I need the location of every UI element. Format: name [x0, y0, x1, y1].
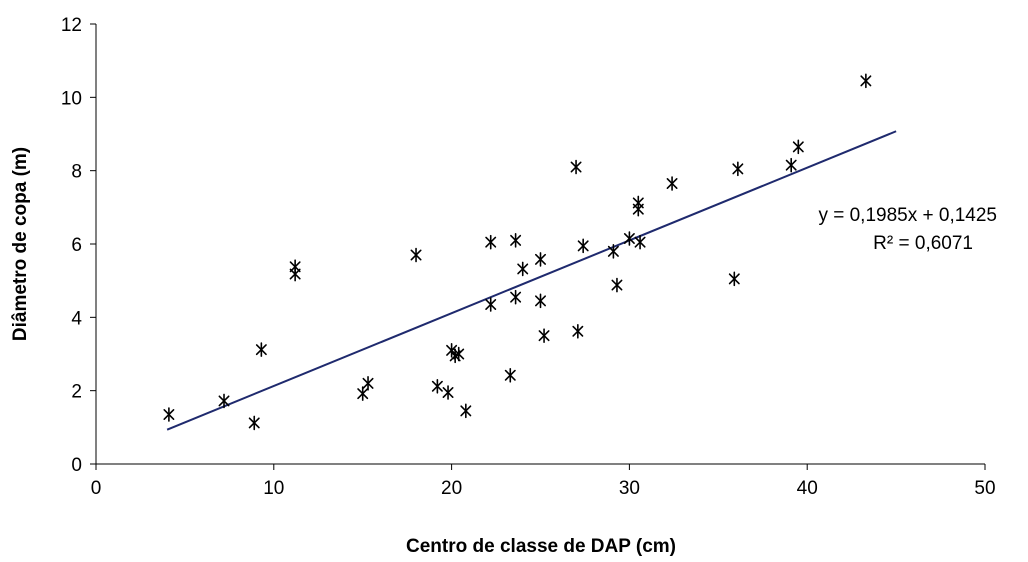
- data-point: [163, 407, 175, 422]
- data-point: [792, 139, 804, 155]
- x-tick-label: 10: [263, 478, 284, 499]
- y-tick-label: 6: [71, 235, 82, 256]
- data-point: [538, 328, 550, 343]
- data-point: [485, 297, 497, 312]
- y-ticks: 0 2 4 6 8 10 12: [61, 15, 96, 476]
- data-point: [577, 238, 589, 254]
- data-point: [362, 376, 374, 391]
- y-tick-label: 4: [71, 308, 82, 329]
- data-point: [453, 346, 465, 362]
- data-point: [485, 234, 497, 250]
- y-axis-title: Diâmetro de copa (m): [10, 147, 31, 341]
- data-point: [510, 289, 522, 305]
- data-point: [632, 201, 644, 217]
- x-tick-label: 30: [619, 478, 640, 499]
- data-points: [163, 73, 872, 431]
- data-point: [357, 386, 369, 401]
- data-point: [623, 231, 635, 246]
- data-point: [248, 415, 260, 431]
- data-point: [728, 271, 740, 287]
- data-point: [732, 161, 744, 177]
- y-tick-label: 8: [71, 162, 82, 183]
- x-tick-label: 0: [91, 478, 102, 499]
- y-tick-label: 0: [71, 455, 82, 476]
- y-tick-label: 2: [71, 382, 82, 403]
- y-tick-label: 12: [61, 15, 82, 36]
- x-tick-label: 40: [797, 478, 818, 499]
- data-point: [535, 252, 546, 267]
- data-point: [785, 157, 797, 173]
- data-point: [289, 266, 301, 282]
- x-tick-label: 20: [441, 478, 462, 499]
- data-point: [611, 277, 623, 293]
- data-point: [255, 342, 267, 357]
- data-point: [860, 73, 872, 89]
- data-point: [572, 323, 584, 339]
- trendline: [166, 130, 897, 431]
- trendline-r-squared: R² = 0,6071: [873, 233, 973, 254]
- data-point: [666, 176, 678, 191]
- data-point: [431, 378, 443, 394]
- data-point: [510, 233, 522, 248]
- x-tick-label: 50: [974, 478, 995, 499]
- data-point: [517, 261, 529, 277]
- data-point: [410, 247, 422, 263]
- data-point: [442, 385, 454, 400]
- data-point: [504, 367, 516, 383]
- data-point: [607, 244, 619, 259]
- data-point: [634, 234, 646, 250]
- data-point: [460, 403, 472, 419]
- trendline-group: [166, 130, 897, 431]
- x-axis-title: Centro de classe de DAP (cm): [406, 536, 676, 557]
- y-tick-label: 10: [61, 88, 82, 109]
- data-point: [570, 159, 582, 175]
- data-point: [218, 393, 230, 409]
- data-point: [535, 293, 546, 309]
- x-ticks: 0 10 20 30 40 50: [91, 464, 996, 499]
- trendline-equation: y = 0,1985x + 0,1425: [818, 205, 997, 226]
